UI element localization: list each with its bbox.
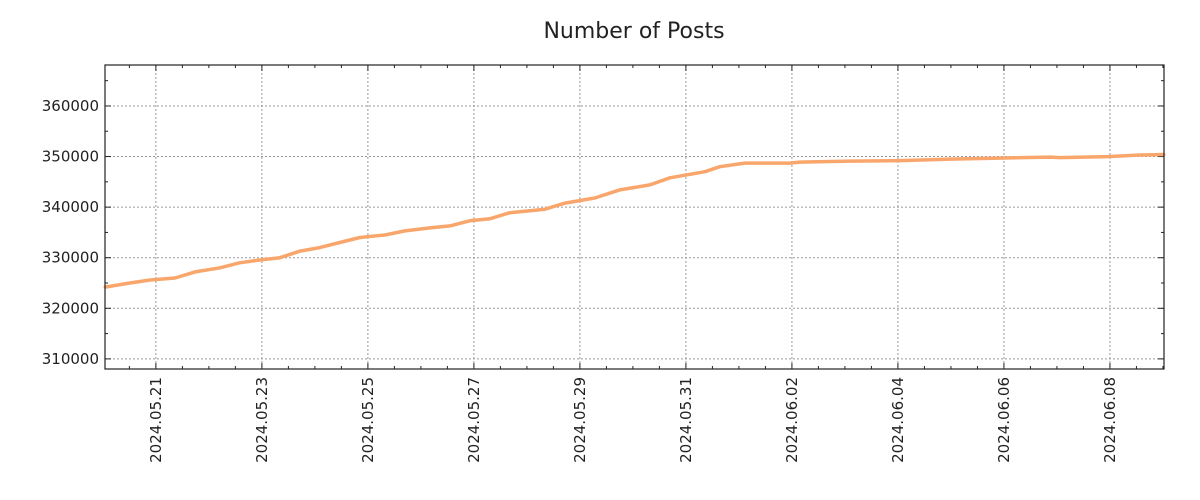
x-tick-label: 2024.05.21: [147, 377, 165, 463]
data-point: [318, 246, 322, 250]
data-point: [1058, 156, 1062, 160]
data-point: [278, 256, 282, 260]
x-tick-label: 2024.06.06: [995, 377, 1013, 463]
x-tick-label: 2024.06.02: [783, 377, 801, 463]
x-tick-label: 2024.05.25: [359, 377, 377, 463]
data-point: [648, 183, 652, 187]
data-point: [173, 276, 177, 280]
data-point: [448, 224, 452, 228]
data-point: [543, 207, 547, 211]
y-tick-label: 340000: [42, 198, 99, 216]
data-point: [338, 241, 342, 245]
plot-frame: [104, 64, 1165, 370]
data-point: [238, 261, 242, 265]
x-tick-label: 2024.06.04: [889, 377, 907, 463]
tick-labels: 310000 320000 330000 340000 350000 360000 2024…: [42, 97, 1119, 463]
data-point: [1048, 155, 1052, 159]
data-point: [703, 170, 707, 174]
data-point: [358, 235, 362, 239]
data-point: [468, 219, 472, 223]
data-point: [593, 196, 597, 200]
chart-title: Number of Posts: [543, 19, 724, 44]
data-point: [403, 229, 407, 233]
data-point: [508, 211, 512, 215]
series: [103, 152, 1166, 289]
ticks: [105, 65, 1164, 369]
data-point: [563, 201, 567, 205]
x-tick-label: 2024.06.08: [1101, 377, 1119, 463]
data-point: [718, 165, 722, 169]
data-point: [618, 188, 622, 192]
data-point: [898, 159, 902, 163]
data-point: [193, 270, 197, 274]
data-point: [743, 161, 747, 165]
data-point: [218, 266, 222, 270]
y-tick-label: 320000: [42, 299, 99, 317]
data-point: [1106, 155, 1110, 159]
data-point: [488, 217, 492, 221]
data-point: [948, 157, 952, 161]
data-point: [788, 161, 792, 165]
y-tick-label: 330000: [42, 249, 99, 267]
y-tick-label: 350000: [42, 148, 99, 166]
data-point: [383, 233, 387, 237]
data-point: [1138, 153, 1142, 157]
data-point: [128, 281, 132, 285]
x-tick-label: 2024.05.29: [571, 377, 589, 463]
data-point: [298, 249, 302, 253]
y-tick-label: 310000: [42, 350, 99, 368]
series-line-number-of-posts: [104, 152, 1165, 289]
x-tick-label: 2024.05.31: [677, 377, 695, 463]
y-tick-label: 360000: [42, 97, 99, 115]
data-point: [148, 278, 152, 282]
x-tick-label: 2024.05.23: [253, 377, 271, 463]
grid: [105, 65, 1164, 369]
x-tick-label: 2024.05.27: [465, 377, 483, 463]
data-point: [260, 258, 264, 262]
data-point: [798, 160, 802, 164]
data-point: [668, 176, 672, 180]
data-point: [998, 156, 1002, 160]
data-point: [848, 159, 852, 163]
data-point: [428, 226, 432, 230]
